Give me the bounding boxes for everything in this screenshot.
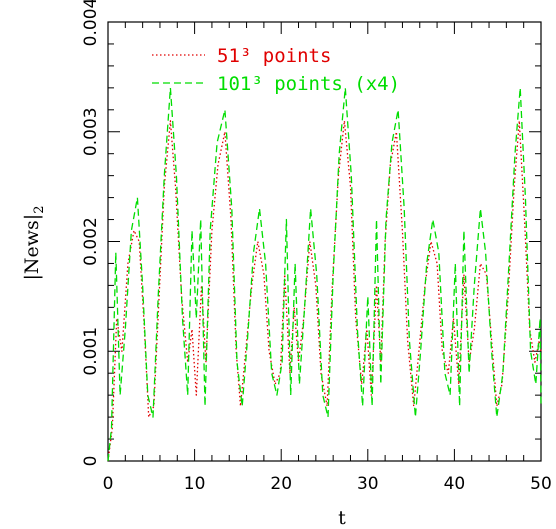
x-axis-title: t bbox=[338, 507, 346, 529]
y-axis-title-main: |News| bbox=[21, 214, 43, 281]
y-axis-ticks: 0 0.001 0.002 0.003 0.004 bbox=[81, 0, 541, 466]
x-tick-label: 50 bbox=[530, 474, 552, 494]
legend-label-101-points: 101³ points (x4) bbox=[217, 73, 400, 95]
series-layer bbox=[107, 87, 542, 462]
legend: 51³ points 101³ points (x4) bbox=[152, 45, 400, 95]
y-axis-title-subscript: 2 bbox=[32, 206, 47, 214]
x-tick-label: 10 bbox=[184, 474, 206, 494]
legend-label-51-points: 51³ points bbox=[217, 45, 331, 67]
y-tick-label: 0.002 bbox=[81, 217, 101, 266]
series-line-0 bbox=[107, 120, 542, 462]
y-tick-label: 0.003 bbox=[81, 107, 101, 156]
series-line-1 bbox=[107, 87, 542, 462]
y-tick-label: 0.001 bbox=[81, 327, 101, 376]
y-axis-title: |News|2 bbox=[21, 206, 47, 281]
x-tick-label: 30 bbox=[357, 474, 379, 494]
x-axis-ticks: 0 10 20 30 40 50 bbox=[103, 22, 552, 494]
x-tick-label: 40 bbox=[444, 474, 466, 494]
x-tick-label: 20 bbox=[270, 474, 292, 494]
x-tick-label: 0 bbox=[103, 474, 114, 494]
y-tick-label: 0.004 bbox=[81, 0, 101, 46]
y-tick-label: 0 bbox=[81, 456, 101, 467]
